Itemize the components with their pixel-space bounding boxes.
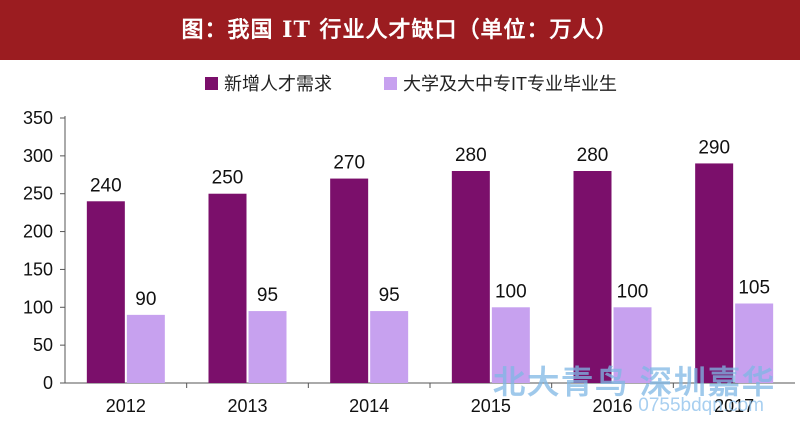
legend-item-graduates: 大学及大中专IT专业毕业生 — [384, 68, 617, 98]
bar-demand — [330, 178, 369, 383]
x-tick-label: 2012 — [106, 396, 146, 416]
data-label-demand: 280 — [577, 145, 609, 166]
data-label-graduates: 105 — [738, 278, 770, 299]
bar-graduates — [735, 303, 774, 383]
data-label-graduates: 100 — [495, 281, 527, 302]
bar-graduates — [613, 307, 652, 383]
bar-demand — [573, 171, 612, 383]
x-tick-label: 2016 — [592, 396, 632, 416]
x-tick-label: 2017 — [714, 396, 754, 416]
x-tick-label: 2015 — [471, 396, 511, 416]
y-tick-label: 300 — [23, 146, 53, 166]
watermark-main: 北大青鸟 深圳嘉华 — [493, 364, 776, 400]
y-tick-label: 150 — [23, 259, 53, 279]
y-tick-label: 50 — [33, 335, 53, 355]
legend-swatch-graduates — [384, 76, 397, 90]
y-tick-label: 100 — [23, 297, 53, 317]
watermark: 北大青鸟 深圳嘉华 0755bdqn.com — [476, 357, 776, 417]
bar-graduates — [126, 314, 165, 383]
data-label-demand: 250 — [212, 168, 244, 189]
legend-label-graduates: 大学及大中专IT专业毕业生 — [403, 74, 617, 94]
bar-demand — [86, 201, 125, 383]
bar-demand — [451, 171, 490, 383]
data-label-graduates: 95 — [379, 285, 400, 306]
legend-swatch-demand — [205, 76, 218, 90]
bar-graduates — [370, 311, 409, 383]
title-bar: 图：我国 IT 行业人才缺口（单位：万人） — [0, 0, 800, 60]
x-tick-label: 2013 — [227, 396, 267, 416]
data-label-demand: 290 — [698, 137, 730, 158]
legend-label-demand: 新增人才需求 — [224, 74, 332, 94]
chart-legend: 新增人才需求 大学及大中专IT专业毕业生 — [0, 68, 800, 98]
legend-item-demand: 新增人才需求 — [205, 68, 332, 98]
x-tick-label: 2014 — [349, 396, 389, 416]
chart-title: 图：我国 IT 行业人才缺口（单位：万人） — [181, 17, 619, 43]
bar-demand — [208, 193, 247, 383]
y-tick-label: 350 — [23, 108, 53, 128]
bar-demand — [695, 163, 734, 383]
watermark-sub: 0755bdqn.com — [638, 395, 764, 416]
bar-graduates — [248, 311, 287, 383]
data-label-graduates: 100 — [617, 281, 649, 302]
data-label-demand: 280 — [455, 145, 487, 166]
y-tick-label: 0 — [43, 373, 53, 393]
y-tick-label: 200 — [23, 222, 53, 242]
data-label-graduates: 90 — [135, 289, 156, 310]
bar-graduates — [491, 307, 530, 383]
data-label-graduates: 95 — [257, 285, 278, 306]
data-label-demand: 270 — [333, 153, 365, 174]
data-label-demand: 240 — [90, 175, 122, 196]
y-tick-label: 250 — [23, 184, 53, 204]
